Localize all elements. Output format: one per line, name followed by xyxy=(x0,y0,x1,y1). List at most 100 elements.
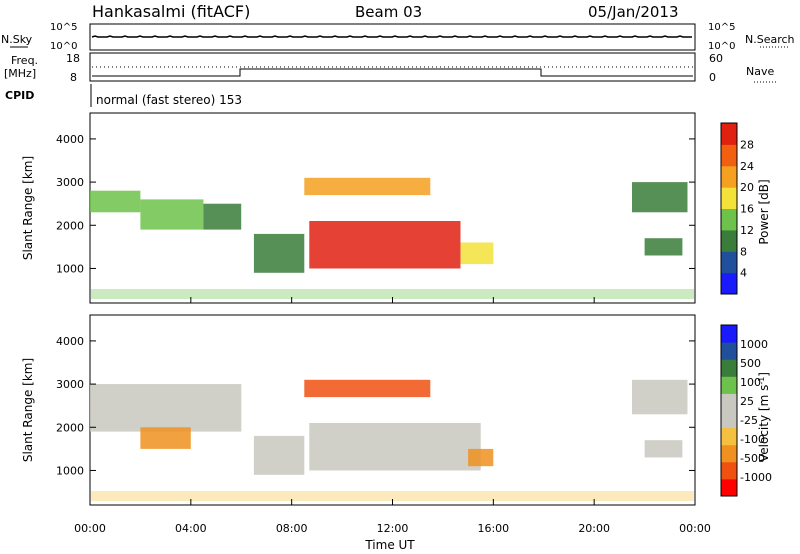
velocity-colorbar-swatch xyxy=(721,410,737,429)
nave-tick-top: 60 xyxy=(709,52,723,65)
power-ytick-label: 4000 xyxy=(56,133,84,146)
power-colorbar-swatch xyxy=(721,251,737,274)
nsearch-label: N.Search xyxy=(745,33,795,46)
velocity-colorbar-tick: 25 xyxy=(740,395,754,408)
velocity-colorbar-tick: -500 xyxy=(740,452,765,465)
power-colorbar-tick: 12 xyxy=(740,224,754,237)
velocity-region xyxy=(90,384,242,432)
power-colorbar-swatch xyxy=(721,123,737,145)
cpid-label: CPID xyxy=(5,89,34,102)
velocity-ylabel: Slant Range [km] xyxy=(21,358,35,462)
power-region xyxy=(203,203,242,230)
station-title: Hankasalmi (fitACF) xyxy=(92,2,250,21)
power-colorbar-tick: 24 xyxy=(740,160,754,173)
xtick-label: 16:00 xyxy=(477,522,509,535)
noise-tick-right-top: 10^5 xyxy=(708,22,735,33)
velocity-region xyxy=(253,435,305,475)
freq-trace xyxy=(92,68,693,77)
power-colorbar-frame xyxy=(720,122,738,295)
power-ytick-label: 2000 xyxy=(56,219,84,232)
velocity-panel: 1000 2000 3000 4000 Slant Range [km] -1000 -… xyxy=(21,314,772,506)
xtick-label: 00:00 xyxy=(74,522,106,535)
power-clutter-band xyxy=(91,289,694,299)
velocity-colorbar-swatch xyxy=(721,461,737,480)
velocity-colorbar-tick: 500 xyxy=(740,357,761,370)
velocity-colorbar-tick: -100 xyxy=(740,433,765,446)
power-region xyxy=(309,221,461,269)
power-ytick-label: 3000 xyxy=(56,176,84,189)
nsky-label: N.Sky xyxy=(1,33,33,46)
velocity-colorbar-swatch xyxy=(721,342,737,360)
velocity-colorbar-swatch xyxy=(721,444,737,463)
nave-tick-bottom: 0 xyxy=(709,71,716,84)
beam-title: Beam 03 xyxy=(355,3,422,21)
power-region xyxy=(644,238,683,256)
time-axis: 00:00 04:00 08:00 12:00 16:00 20:00 00:00 xyxy=(74,297,711,535)
power-colorbar-tick: 20 xyxy=(740,181,754,194)
velocity-colorbar-swatch xyxy=(721,359,737,377)
velocity-ytick-label: 4000 xyxy=(56,335,84,348)
power-colorbar-swatch xyxy=(721,272,737,295)
freq-tick-top: 18 xyxy=(66,52,80,65)
velocity-region xyxy=(309,423,481,471)
power-colorbar-label: Power [dB] xyxy=(757,179,771,244)
power-colorbar-tick: 28 xyxy=(740,138,754,151)
velocity-colorbar-swatch xyxy=(721,478,737,497)
power-colorbar-swatch xyxy=(721,165,737,188)
xtick-label: 04:00 xyxy=(175,522,207,535)
velocity-colorbar-tick: -25 xyxy=(740,414,758,427)
power-region xyxy=(90,190,141,213)
nave-label: Nave xyxy=(746,65,774,78)
noise-trace xyxy=(91,35,692,38)
xtick-label: 00:00 xyxy=(679,522,711,535)
noise-panel: N.Sky 10^5 10^0 10^5 10^0 N.Search xyxy=(1,22,795,52)
freq-panel: Freq. [MHz] 18 8 60 0 Nave xyxy=(4,52,776,84)
velocity-ytick-label: 1000 xyxy=(56,464,84,477)
power-region xyxy=(304,177,431,196)
velocity-ytick-label: 3000 xyxy=(56,378,84,391)
date-title: 05/Jan/2013 xyxy=(588,3,679,21)
velocity-colorbar-tick: -1000 xyxy=(740,471,772,484)
velocity-colorbar-swatch xyxy=(721,393,737,411)
power-panel: 1000 2000 3000 4000 Slant Range [km] 4 8 12 16… xyxy=(21,112,771,304)
power-colorbar-swatch xyxy=(721,208,737,231)
power-colorbar-tick: 8 xyxy=(740,245,747,258)
velocity-clutter-band xyxy=(91,491,694,501)
velocity-colorbar-tick: 1000 xyxy=(740,338,768,351)
velocity-region xyxy=(632,379,688,415)
velocity-colorbar-frame xyxy=(720,324,738,497)
freq-tick-bottom: 8 xyxy=(70,71,77,84)
velocity-colorbar-swatch xyxy=(721,325,737,343)
velocity-colorbar-swatch xyxy=(721,427,737,446)
freq-unit-label: [MHz] xyxy=(4,67,36,80)
velocity-region xyxy=(140,427,191,449)
noise-tick-left-top: 10^5 xyxy=(50,22,77,33)
power-colorbar-swatch xyxy=(721,229,737,252)
power-colorbar-tick: 4 xyxy=(740,267,747,280)
velocity-region xyxy=(644,440,683,458)
velocity-ytick-label: 2000 xyxy=(56,421,84,434)
power-region xyxy=(460,242,494,265)
power-ylabel: Slant Range [km] xyxy=(21,156,35,260)
power-colorbar-tick: 16 xyxy=(740,203,754,216)
power-region xyxy=(632,182,688,213)
noise-tick-left-bottom: 10^0 xyxy=(50,41,77,52)
cpid-text: normal (fast stereo) 153 xyxy=(96,93,242,107)
freq-label: Freq. xyxy=(11,54,38,67)
velocity-colorbar-swatch xyxy=(721,376,737,394)
velocity-region xyxy=(468,448,494,467)
velocity-region xyxy=(304,379,431,398)
velocity-colorbar-label: Velocity [m s-1] xyxy=(757,372,772,462)
xtick-label: 20:00 xyxy=(578,522,610,535)
power-ytick-label: 1000 xyxy=(56,262,84,275)
xtick-label: 08:00 xyxy=(276,522,308,535)
xtick-label: 12:00 xyxy=(377,522,409,535)
velocity-colorbar-tick: 100 xyxy=(740,376,761,389)
power-colorbar-swatch xyxy=(721,187,737,209)
power-region xyxy=(253,233,305,273)
power-region xyxy=(140,199,204,230)
noise-tick-right-bottom: 10^0 xyxy=(708,41,735,52)
power-colorbar-swatch xyxy=(721,144,737,167)
xaxis-label: Time UT xyxy=(364,538,415,552)
